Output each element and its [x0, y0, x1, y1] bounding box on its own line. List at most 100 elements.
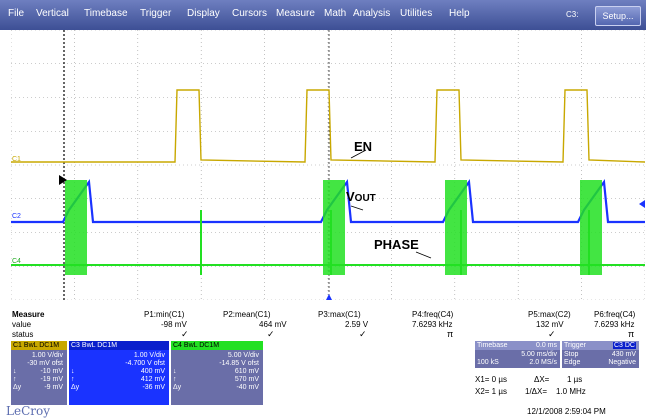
p6-value: 7.6293 kHz	[594, 320, 635, 329]
c4-r2: 570 mV	[234, 376, 259, 383]
trigger-tags: C3 DC	[612, 342, 636, 349]
timebase-delay: 0.0 ms	[535, 342, 557, 349]
c3-offset: -4.700 V ofst	[125, 360, 165, 367]
menu-vertical[interactable]: Vertical	[36, 8, 69, 19]
p3-value: 2.59 V	[345, 320, 369, 329]
ch4-level-label: C4	[12, 258, 21, 265]
c1-mark-2: ↑	[13, 376, 17, 383]
active-channel-label: C3:	[566, 10, 579, 19]
p4-status-mark: π	[447, 329, 454, 339]
menu-analysis[interactable]: Analysis	[353, 8, 391, 19]
c4-r3: -40 mV	[236, 384, 259, 391]
trigger-type: Edge	[564, 359, 581, 366]
measure-title: Measure	[12, 310, 45, 319]
p1-name[interactable]: P1:min(C1)	[144, 310, 185, 319]
cursor-dx-label: ΔX=	[534, 375, 550, 384]
setup-button[interactable]: Setup...	[595, 6, 641, 26]
measure-value-row-label: value	[12, 320, 32, 329]
p6-name[interactable]: P6:freq(C4)	[594, 310, 636, 319]
p3-name[interactable]: P3:max(C1)	[318, 310, 361, 319]
c4-descriptor-box[interactable]: C4 BwL DC1M 5.00 V/div -14.85 V ofst ↓ 6…	[171, 341, 263, 405]
c1-box-header: C1 BwL DC1M	[11, 341, 67, 350]
menu-display[interactable]: Display	[187, 8, 220, 19]
c4-offset: -14.85 V ofst	[219, 360, 259, 367]
p2-status-check: ✓	[267, 329, 275, 339]
c4-vdiv: 5.00 V/div	[227, 352, 259, 359]
menu-math[interactable]: Math	[324, 8, 347, 19]
measure-status-row-label: status	[12, 330, 34, 339]
c1-mark-3: Δy	[13, 384, 22, 391]
en-annotation: EN	[354, 139, 373, 154]
timebase-label: Timebase	[477, 342, 508, 349]
timebase-samples: 100 kS	[477, 359, 499, 366]
p3-status-check: ✓	[359, 329, 367, 339]
menu-cursors[interactable]: Cursors	[232, 8, 268, 19]
menu-timebase[interactable]: Timebase	[84, 8, 128, 19]
trigger-header-bg	[562, 341, 639, 350]
p2-value: 464 mV	[259, 320, 287, 329]
trigger-mode: Stop	[564, 351, 579, 358]
c3-box-header: C3 BwL DC1M	[69, 341, 169, 350]
ch4-burst	[580, 180, 602, 275]
c4-mark-3: Δy	[173, 384, 182, 391]
ch1-trace	[11, 89, 645, 163]
menu-bar: File Vertical Timebase Trigger Display C…	[0, 0, 646, 30]
c1-r1: -10 mV	[40, 368, 63, 375]
cursor-inv-label: 1/ΔX=	[525, 387, 548, 396]
trigger-level-marker	[639, 200, 645, 208]
c1-offset: -30 mV ofst	[27, 360, 63, 367]
trigger-label: Trigger	[564, 342, 586, 349]
ch4-burst	[65, 180, 87, 275]
vout-annotation: VOUT	[346, 189, 376, 204]
vout-pointer-line	[350, 205, 364, 211]
c4-box-header: C4 BwL DC1M	[171, 341, 263, 350]
p2-name[interactable]: P2:mean(C1)	[223, 310, 271, 319]
c3-descriptor-box[interactable]: C3 BwL DC1M 1.00 V/div -4.700 V ofst ↓ 4…	[69, 341, 169, 405]
c3-vdiv: 1.00 V/div	[133, 352, 165, 359]
p4-value: 7.6293 kHz	[412, 320, 453, 329]
p5-name[interactable]: P5:max(C2)	[528, 310, 571, 319]
p6-status-mark: π	[628, 329, 635, 339]
c1-vdiv: 1.00 V/div	[31, 352, 63, 359]
ch4-burst	[445, 180, 467, 275]
p1-status-check: ✓	[181, 329, 189, 339]
cursor-dx: 1 µs	[567, 375, 583, 384]
c1-mark-1: ↓	[13, 368, 17, 375]
trigger-position-marker	[326, 294, 332, 300]
menu-file[interactable]: File	[8, 8, 25, 19]
timebase-rate: 2.0 MS/s	[529, 359, 557, 366]
ch1-level-label: C1	[12, 156, 21, 163]
menu-measure[interactable]: Measure	[276, 8, 315, 19]
menu-trigger[interactable]: Trigger	[140, 8, 172, 19]
menu-utilities[interactable]: Utilities	[400, 8, 433, 19]
c4-r1: 610 mV	[234, 368, 259, 375]
trigger-slope: Negative	[608, 359, 636, 366]
timebase-header-bg	[475, 341, 560, 350]
timebase-box[interactable]: Timebase 0.0 ms 5.00 ms/div 100 kS 2.0 M…	[475, 341, 560, 368]
phase-pointer-line	[415, 251, 432, 259]
waveform-grid	[11, 30, 645, 300]
lecroy-logo: LeCroy	[6, 404, 50, 418]
c1-descriptor-box[interactable]: C1 BwL DC1M 1.00 V/div -30 mV ofst ↓ -10…	[11, 341, 67, 405]
vout-subscript: OUT	[354, 193, 376, 204]
trigger-level: 430 mV	[611, 351, 636, 358]
c3-mark-3: Δy	[71, 384, 80, 391]
c3-mark-2: ↑	[71, 376, 75, 383]
c3-r1: 400 mV	[140, 368, 165, 375]
cursor-arrow	[59, 175, 67, 185]
c1-r3: -9 mV	[44, 384, 63, 391]
vout-main: V	[346, 189, 355, 204]
ch4-burst	[323, 180, 345, 275]
cursor-x2: X2= 1 µs	[475, 387, 507, 396]
p5-value: 132 mV	[536, 320, 564, 329]
trigger-box[interactable]: Trigger C3 DC Stop 430 mV Edge Negative	[562, 341, 639, 368]
datetime-stamp: 12/1/2008 2:59:04 PM	[527, 407, 606, 416]
p5-status-check: ✓	[548, 329, 556, 339]
menu-help[interactable]: Help	[449, 8, 470, 19]
c3-mark-1: ↓	[71, 368, 75, 375]
p1-value: -98 mV	[161, 320, 187, 329]
c4-mark-2: ↑	[173, 376, 177, 383]
c1-r2: -19 mV	[40, 376, 63, 383]
p4-name[interactable]: P4:freq(C4)	[412, 310, 454, 319]
c4-mark-1: ↓	[173, 368, 177, 375]
